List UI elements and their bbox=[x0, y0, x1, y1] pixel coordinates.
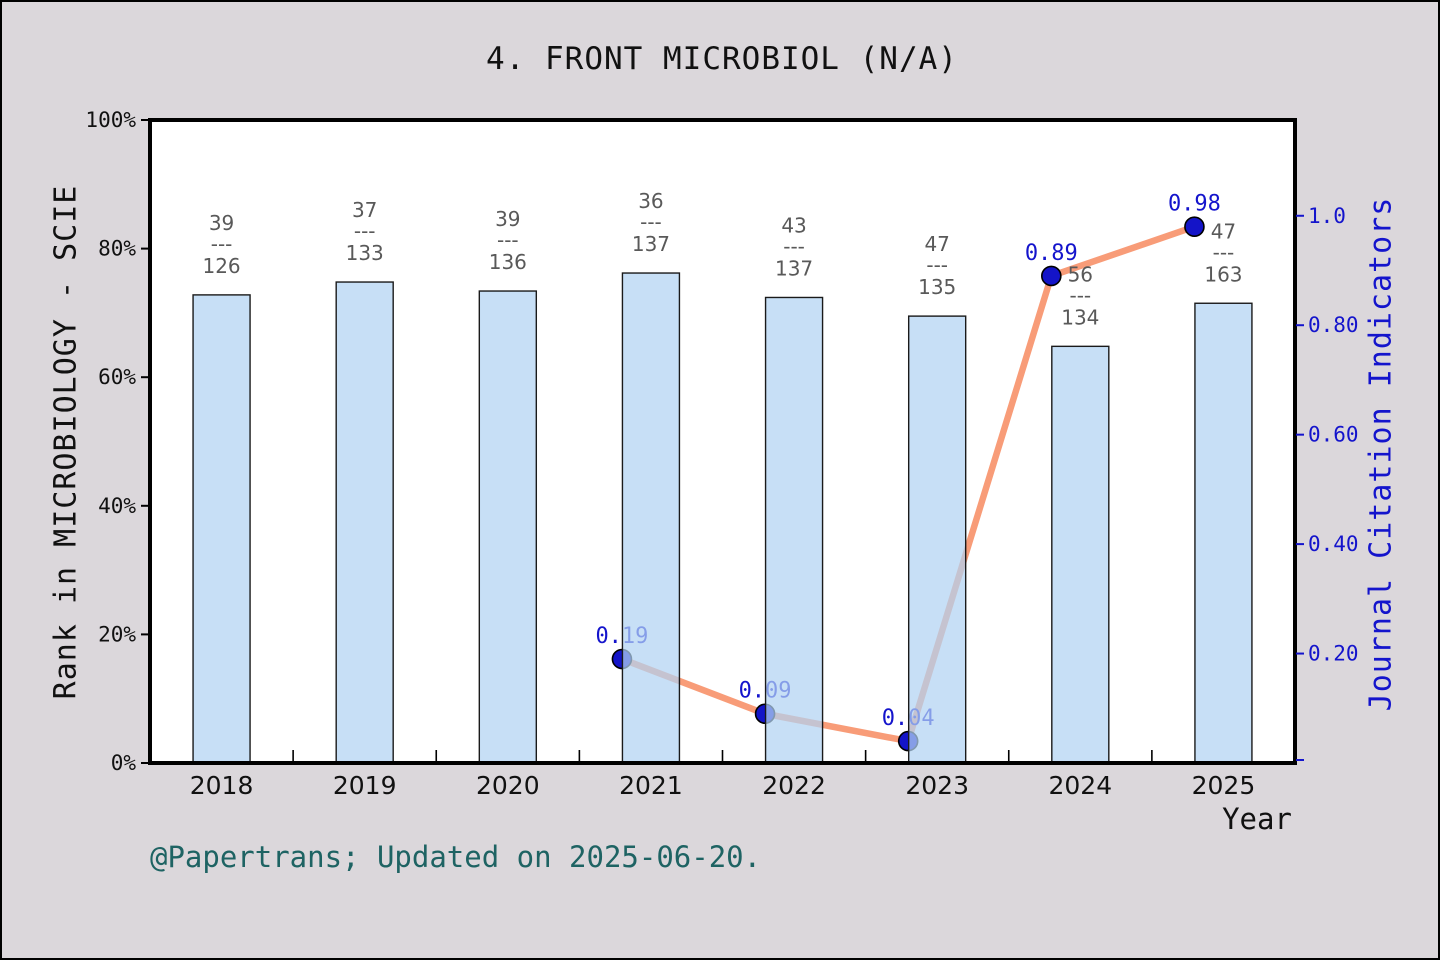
chart-title: 4. FRONT MICROBIOL (N/A) bbox=[486, 41, 958, 77]
y-left-tick-label: 80% bbox=[98, 237, 136, 261]
x-tick-label: 2021 bbox=[619, 771, 683, 800]
x-tick-label: 2025 bbox=[1192, 771, 1256, 800]
rank-fraction-bar: --- bbox=[783, 234, 805, 258]
rank-fraction-bar: --- bbox=[1069, 283, 1091, 307]
rank-numerator: 36 bbox=[638, 189, 663, 213]
plot-border bbox=[148, 118, 1297, 765]
rank-numerator: 43 bbox=[781, 213, 806, 237]
x-tick-label: 2018 bbox=[190, 771, 254, 800]
rank-bar bbox=[907, 315, 967, 764]
rank-fraction-bar: --- bbox=[354, 219, 376, 243]
y-left-tick-label: 40% bbox=[98, 494, 136, 518]
jci-point bbox=[1184, 216, 1205, 238]
x-tick-label: 2024 bbox=[1049, 771, 1113, 800]
rank-bar bbox=[478, 290, 538, 764]
rank-numerator: 39 bbox=[209, 211, 234, 235]
y-right-tick-label: 0.40 bbox=[1308, 532, 1359, 556]
x-tick-label: 2019 bbox=[333, 771, 397, 800]
jci-point bbox=[1041, 265, 1062, 287]
rank-fraction-bar: --- bbox=[497, 228, 519, 252]
x-tick-label: 2022 bbox=[762, 771, 826, 800]
rank-fraction-bar: --- bbox=[1213, 240, 1235, 264]
y-right-tick-label: 1.0 bbox=[1308, 204, 1346, 228]
y-left-tick-label: 100% bbox=[85, 108, 136, 132]
rank-numerator: 56 bbox=[1068, 262, 1093, 286]
rank-denominator: 135 bbox=[918, 275, 956, 299]
rank-numerator: 47 bbox=[1211, 219, 1236, 243]
y-left-tick-label: 20% bbox=[98, 622, 136, 646]
rank-denominator: 126 bbox=[202, 254, 240, 278]
rank-denominator: 134 bbox=[1061, 305, 1099, 329]
plot-background bbox=[150, 120, 1295, 763]
y-left-tick-label: 60% bbox=[98, 365, 136, 389]
rank-numerator: 37 bbox=[352, 198, 377, 222]
jci-point-label: 0.98 bbox=[1168, 192, 1221, 217]
y-right-tick-label: 0.60 bbox=[1308, 423, 1359, 447]
rank-denominator: 137 bbox=[775, 256, 813, 280]
rank-bar bbox=[192, 294, 251, 764]
footer-credit: @Papertrans; Updated on 2025-06-20. bbox=[150, 840, 762, 874]
jci-point-label: 0.89 bbox=[1025, 241, 1078, 266]
y-right-tick-label: 0.80 bbox=[1308, 313, 1359, 337]
rank-bar bbox=[1051, 345, 1110, 764]
x-tick-label: 2023 bbox=[905, 771, 969, 800]
rank-numerator: 47 bbox=[924, 232, 949, 256]
x-tick-label: 2020 bbox=[476, 771, 540, 800]
rank-denominator: 163 bbox=[1204, 262, 1242, 286]
rank-bar bbox=[1194, 302, 1253, 764]
rank-denominator: 133 bbox=[346, 241, 384, 265]
y-left-tick-label: 0% bbox=[111, 751, 137, 775]
y-right-tick-label: 0.20 bbox=[1308, 642, 1359, 666]
x-axis-title: Year bbox=[1222, 802, 1292, 836]
rank-bar bbox=[764, 296, 824, 764]
rank-numerator: 39 bbox=[495, 207, 520, 231]
rank-fraction-bar: --- bbox=[211, 232, 233, 256]
rank-fraction-bar: --- bbox=[926, 253, 948, 277]
rank-fraction-bar: --- bbox=[640, 210, 662, 234]
rank-denominator: 136 bbox=[489, 250, 527, 274]
rank-denominator: 137 bbox=[632, 232, 670, 256]
rank-bar bbox=[335, 281, 394, 764]
rank-bar bbox=[621, 272, 681, 764]
